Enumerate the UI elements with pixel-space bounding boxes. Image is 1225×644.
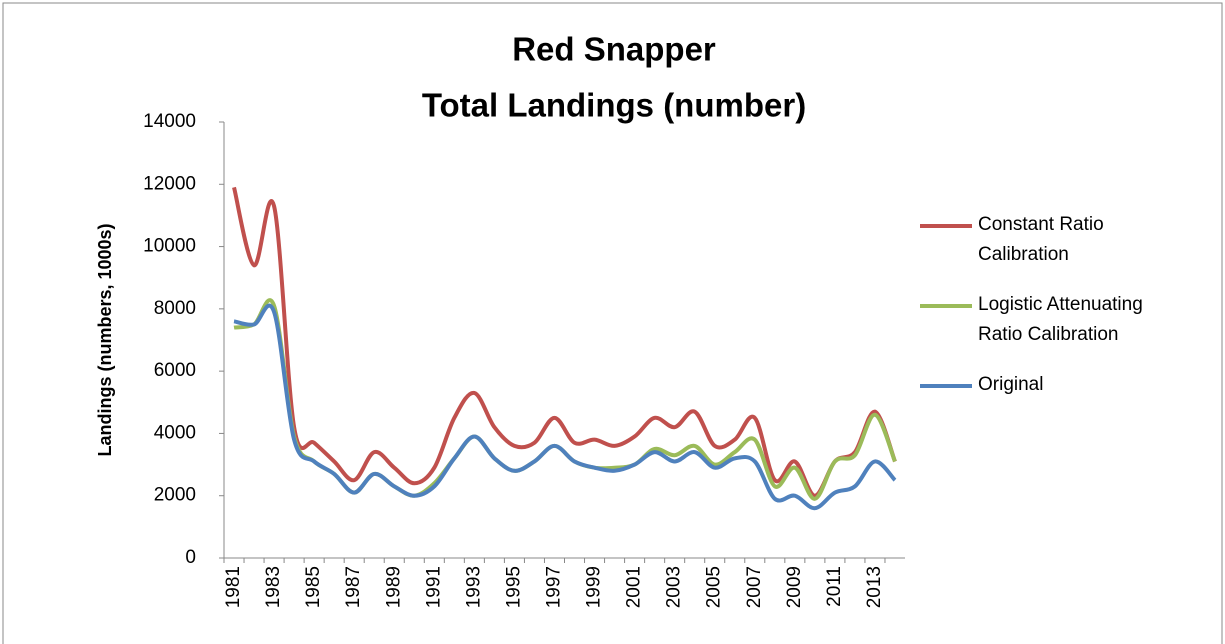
chart-title: Total Landings (number) [422,87,806,124]
legend-label: Original [978,374,1044,395]
chart-title: Red Snapper [512,31,716,68]
legend-swatch [920,304,972,308]
y-axis-label: Landings (numbers, 1000s) [95,223,115,456]
legend-swatch [920,384,972,388]
x-tick-label: 2009 [784,566,805,608]
legend-label: Constant Ratio Calibration [978,214,1104,265]
legend-label: Logistic Attenuating Ratio Calibration [978,294,1143,345]
series-line [233,298,897,501]
x-tick-label: 2007 [744,566,765,608]
y-tick-label: 2000 [154,485,196,506]
y-tick-label: 12000 [143,173,196,194]
series-line [233,303,897,511]
y-tick-label: 8000 [154,298,196,319]
y-tick-label: 14000 [143,111,196,132]
x-tick-label: 1989 [383,566,404,608]
x-tick-label: 1995 [503,566,524,608]
y-tick-label: 10000 [143,236,196,257]
series-line [232,186,897,498]
x-tick-label: 2001 [624,566,645,608]
x-tick-label: 1983 [263,566,284,608]
x-tick-label: 1993 [463,566,484,608]
x-tick-label: 1997 [544,566,565,608]
legend-item: Original [920,370,1145,400]
x-tick-label: 2005 [704,566,725,608]
y-tick-label: 4000 [154,422,196,443]
y-tick-label: 0 [185,547,196,568]
legend-swatch [920,224,972,228]
legend: Constant Ratio Calibration Logistic Atten… [920,210,1145,420]
x-tick-label: 1987 [343,566,364,608]
x-tick-label: 2011 [824,566,845,607]
x-tick-label: 1991 [423,566,444,608]
x-tick-label: 1985 [303,566,324,608]
y-tick-label: 6000 [154,360,196,381]
legend-item: Constant Ratio Calibration [920,210,1145,270]
x-tick-label: 1999 [584,566,605,608]
x-tick-label: 2013 [864,566,885,608]
x-tick-label: 2003 [664,566,685,608]
legend-item: Logistic Attenuating Ratio Calibration [920,290,1145,350]
x-tick-label: 1981 [223,566,244,608]
